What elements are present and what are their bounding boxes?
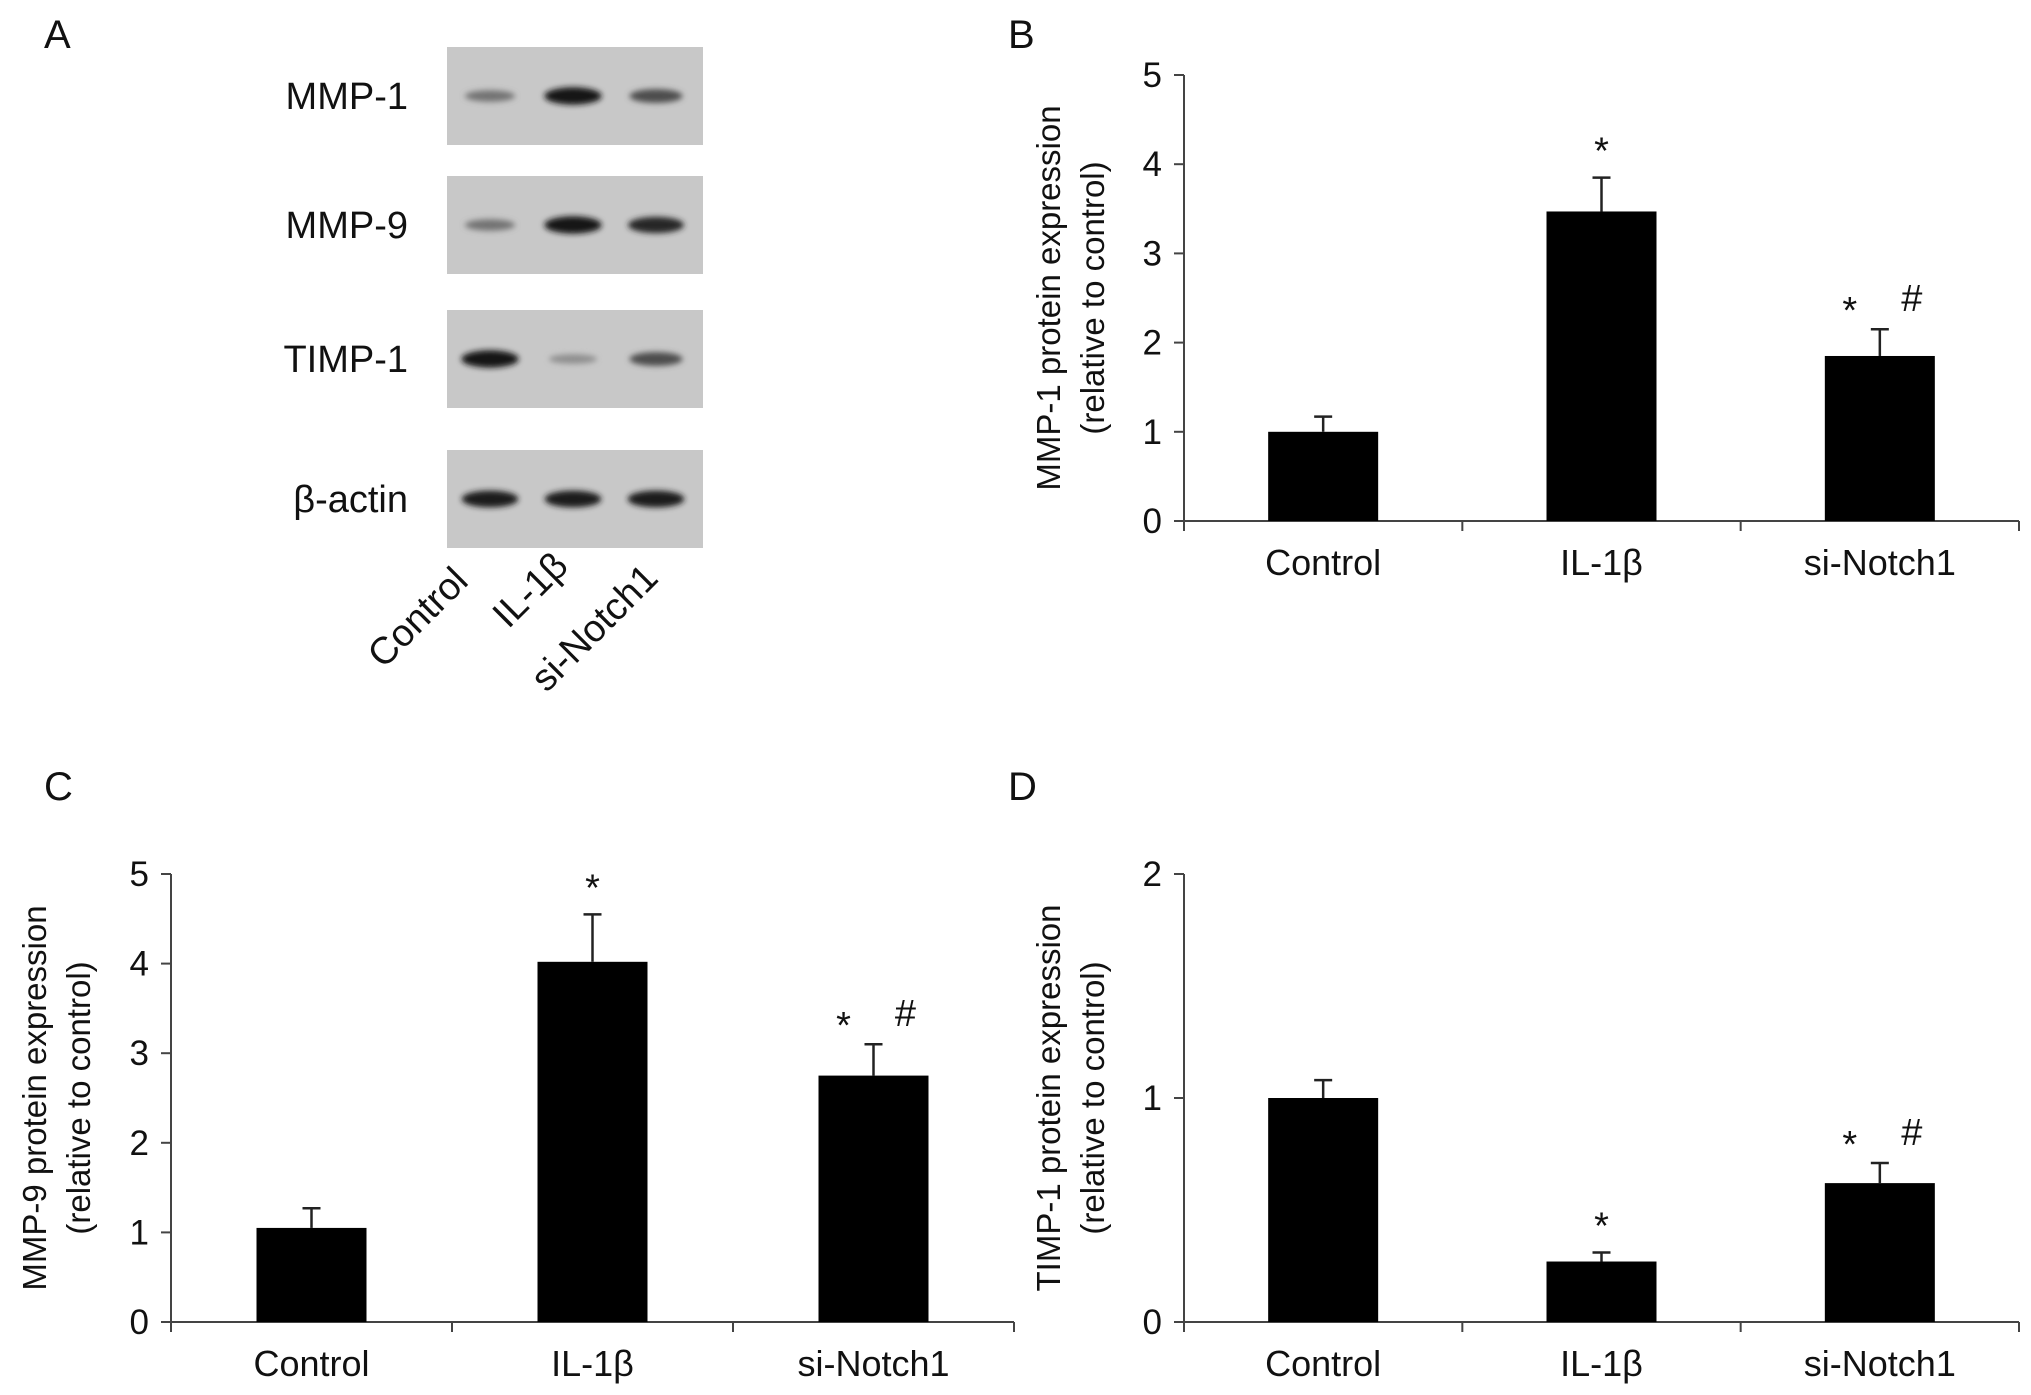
blot-band (544, 216, 602, 234)
bar (1546, 211, 1657, 521)
significance-marker: * (1594, 131, 1609, 173)
y-axis-label: TIMP-1 protein expression (1030, 905, 1067, 1292)
bar (1824, 355, 1935, 521)
y-tick-label: 0 (130, 1303, 149, 1342)
bar (1546, 1261, 1657, 1322)
blot-band (627, 490, 685, 508)
blot-band (464, 90, 516, 102)
panel-letter-a: A (44, 13, 71, 57)
blot-row-label: MMP-9 (286, 205, 408, 247)
y-tick-label: 3 (1143, 234, 1162, 273)
y-tick-label: 0 (1143, 1303, 1162, 1342)
x-tick-label: si-Notch1 (1804, 542, 1956, 583)
x-tick-label: Control (1265, 542, 1381, 583)
y-tick-label: 4 (130, 945, 149, 984)
mmp9-bar-chart: C 0 1 2 3 4 5 MMP-9 protein expression (relativ… (16, 765, 1015, 1384)
bar (537, 961, 648, 1322)
y-tick-label: 0 (1143, 502, 1162, 541)
y-tick-label: 4 (1143, 145, 1162, 184)
y-tick-label: 5 (1143, 56, 1162, 95)
blot-band (628, 216, 684, 234)
blot-band (464, 219, 516, 231)
y-tick-label: 1 (1143, 1079, 1162, 1118)
significance-marker: * (1842, 290, 1857, 332)
y-axis-label: (relative to control) (1074, 961, 1111, 1234)
x-tick-label: IL-1β (1560, 1343, 1643, 1384)
significance-marker: * (1594, 1206, 1609, 1248)
blot-band (544, 490, 602, 508)
blot-row-label: TIMP-1 (283, 339, 408, 381)
blot-band (461, 490, 519, 508)
blot-band (548, 354, 598, 364)
y-axis-label: MMP-1 protein expression (1030, 105, 1067, 490)
blot-row-label: MMP-1 (286, 76, 408, 118)
significance-marker: # (1901, 1112, 1922, 1154)
y-tick-label: 2 (1143, 324, 1162, 363)
blot-lane-label: IL-1β (485, 545, 576, 636)
x-tick-label: Control (1265, 1343, 1381, 1384)
significance-marker: * (836, 1005, 851, 1047)
x-tick-label: si-Notch1 (1804, 1343, 1956, 1384)
timp1-bar-chart: D 0 1 2 TIMP-1 protein expression (relative … (1008, 765, 2020, 1384)
y-tick-label: 5 (130, 855, 149, 894)
y-axis-label: (relative to control) (60, 961, 97, 1234)
panel-letter-d: D (1008, 765, 1037, 809)
bar (1268, 431, 1379, 521)
y-tick-label: 2 (130, 1124, 149, 1163)
mmp1-bar-chart: B 0 1 2 3 4 5 MMP-1 protein expression (relativ… (1008, 13, 2020, 583)
y-tick-label: 2 (1143, 855, 1162, 894)
blot-row-label: β-actin (293, 479, 408, 521)
x-tick-label: IL-1β (551, 1343, 634, 1384)
y-axis-label: (relative to control) (1074, 161, 1111, 434)
y-tick-label: 1 (1143, 413, 1162, 452)
bar (818, 1075, 929, 1322)
x-tick-label: si-Notch1 (797, 1343, 949, 1384)
blot-band (544, 87, 602, 105)
y-tick-label: 3 (130, 1034, 149, 1073)
significance-marker: * (1842, 1124, 1857, 1166)
y-axis-label: MMP-9 protein expression (16, 905, 53, 1290)
significance-marker: # (895, 993, 916, 1035)
blot-band (629, 352, 683, 366)
bar (1824, 1183, 1935, 1322)
y-tick-label: 1 (130, 1213, 149, 1252)
blot-band (461, 350, 519, 368)
bar (1268, 1098, 1379, 1322)
significance-marker: # (1901, 278, 1922, 320)
x-tick-label: IL-1β (1560, 542, 1643, 583)
bar (256, 1227, 367, 1322)
panel-letter-b: B (1008, 13, 1035, 57)
blot-band (629, 89, 683, 103)
panel-letter-c: C (44, 765, 73, 809)
significance-marker: * (585, 867, 600, 909)
x-tick-label: Control (253, 1343, 369, 1384)
blot-lane-label: Control (360, 560, 476, 676)
